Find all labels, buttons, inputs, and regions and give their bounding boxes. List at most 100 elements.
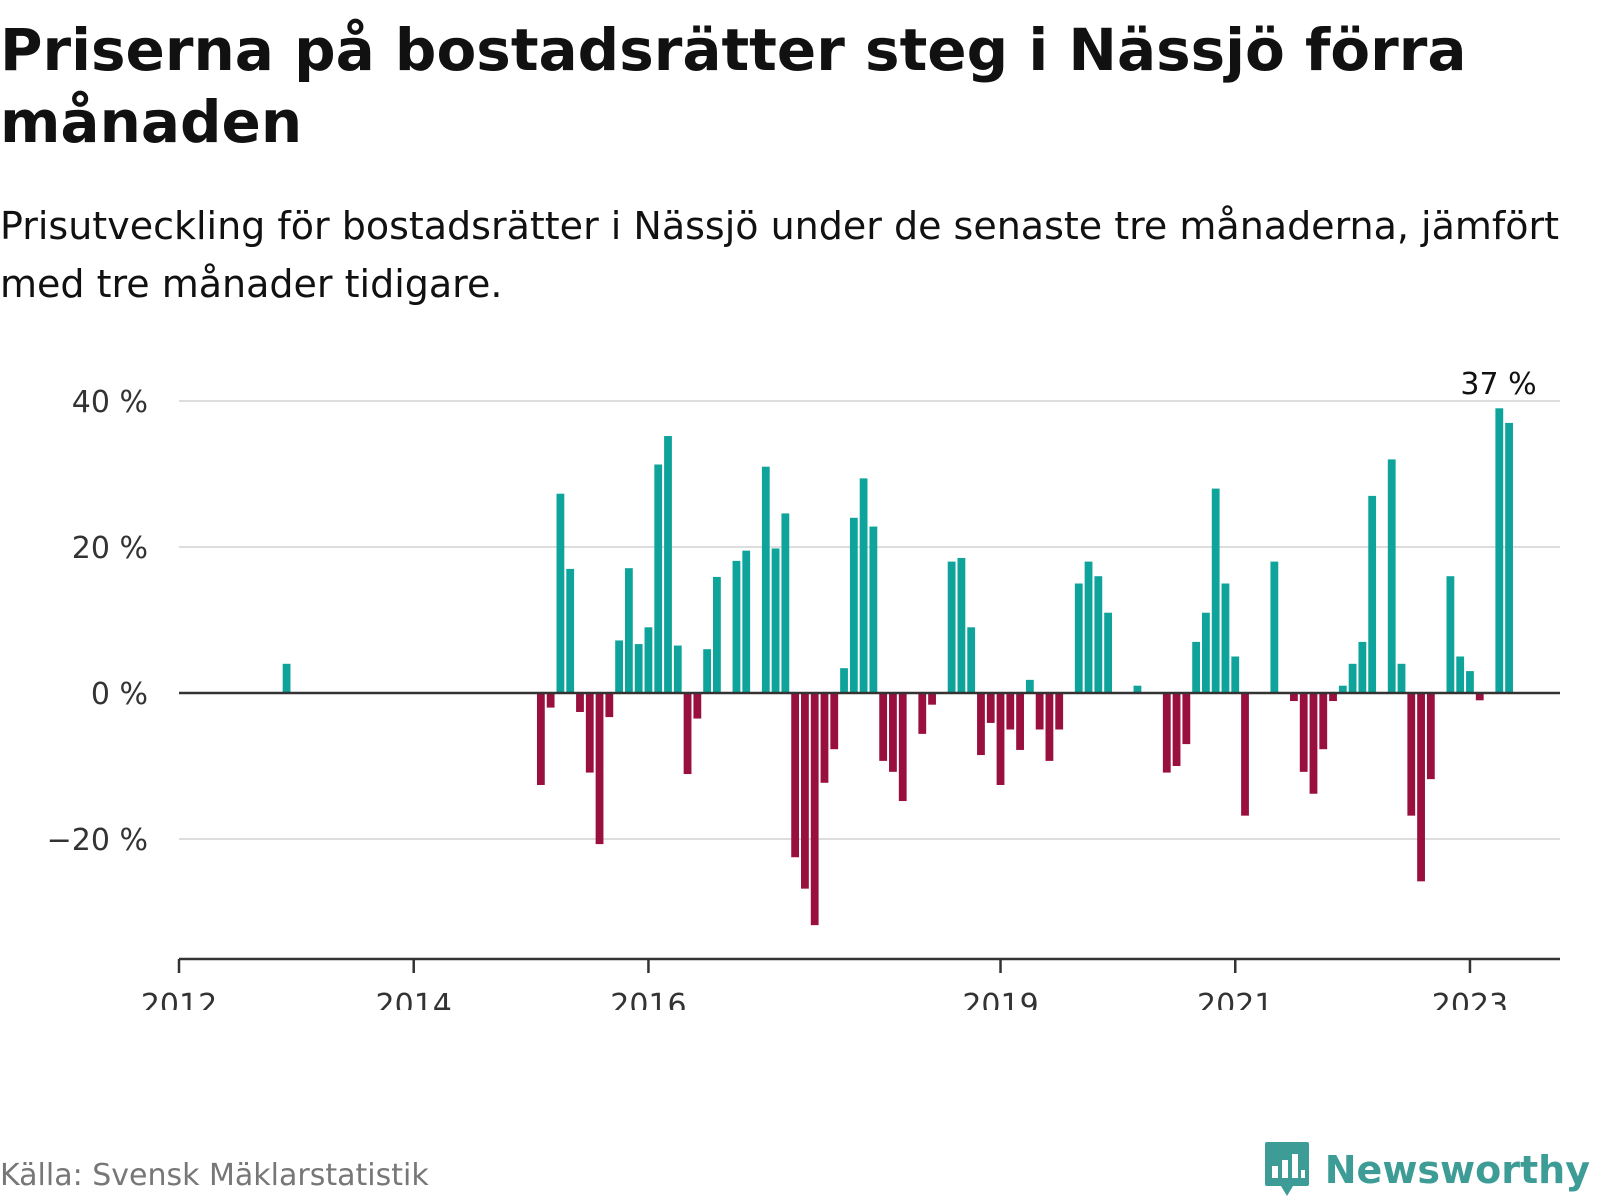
bar xyxy=(1290,693,1298,702)
bar xyxy=(1270,561,1279,693)
bar xyxy=(1211,488,1220,693)
bar-chart-speech-bubble-icon xyxy=(1264,1142,1309,1196)
bar xyxy=(898,693,907,802)
bar xyxy=(947,561,956,693)
bar xyxy=(1329,693,1337,702)
bar xyxy=(644,627,653,693)
bar xyxy=(1104,612,1112,693)
x-tick-label: 2012 xyxy=(141,988,217,1010)
bar xyxy=(1505,422,1513,693)
bar xyxy=(1231,656,1240,693)
bar xyxy=(761,466,770,693)
bar xyxy=(595,693,604,845)
bar xyxy=(1133,685,1142,693)
bar xyxy=(1309,693,1318,794)
bar xyxy=(830,693,839,750)
bar xyxy=(1417,693,1425,882)
bar xyxy=(849,517,858,693)
y-tick-label: −20 % xyxy=(47,823,148,858)
bar xyxy=(879,693,888,761)
brand-name: Newsworthy xyxy=(1324,1148,1590,1192)
bar xyxy=(1074,583,1083,693)
bar xyxy=(1006,693,1015,730)
bar xyxy=(742,550,751,693)
bar xyxy=(615,640,623,693)
source-note: Källa: Svensk Mäklarstatistik xyxy=(0,1158,429,1193)
bar xyxy=(957,557,966,693)
bar xyxy=(605,693,614,718)
bar xyxy=(1221,583,1230,693)
axes xyxy=(177,691,1560,973)
page-subtitle: Prisutveckling för bostadsrätter i Nässj… xyxy=(0,204,1560,306)
bar xyxy=(1387,459,1396,693)
value-annotation: 37 % xyxy=(1460,367,1536,402)
bar xyxy=(1241,693,1249,816)
bar xyxy=(781,513,790,693)
bar xyxy=(1495,408,1504,693)
bar xyxy=(810,693,819,926)
bar xyxy=(869,526,878,693)
bar xyxy=(1426,693,1435,780)
x-tick-label: 2016 xyxy=(610,988,686,1010)
bar xyxy=(859,478,868,693)
bar xyxy=(1172,693,1181,766)
bar xyxy=(664,436,672,693)
bar xyxy=(566,568,575,693)
bar xyxy=(1466,671,1474,693)
bar xyxy=(840,668,848,693)
x-tick-label: 2023 xyxy=(1432,988,1508,1010)
bar xyxy=(1045,693,1054,761)
bar xyxy=(282,663,291,693)
bar xyxy=(889,693,897,772)
bar xyxy=(996,693,1005,785)
bar xyxy=(977,693,985,756)
x-tick-label: 2019 xyxy=(962,988,1038,1010)
bar xyxy=(713,576,721,693)
bar xyxy=(673,645,682,693)
bar xyxy=(1397,663,1406,693)
bar xyxy=(703,649,712,693)
bar xyxy=(1016,693,1024,750)
bar xyxy=(771,548,780,693)
page-title: Priserna på bostadsrätter steg i Nässjö … xyxy=(0,16,1467,156)
bar xyxy=(1348,663,1357,693)
bar xyxy=(967,627,976,693)
bar xyxy=(654,464,663,693)
bar xyxy=(1456,656,1465,693)
bar-chart: 40 % 20 % 0 % −20 % 2012 2014 2016 2019 2021 2023… xyxy=(47,367,1560,1010)
x-tick-label: 2021 xyxy=(1197,988,1273,1010)
bar xyxy=(918,693,927,734)
bar xyxy=(634,644,643,693)
y-tick-label: 20 % xyxy=(72,531,148,566)
bar xyxy=(986,693,995,723)
bar xyxy=(1338,685,1347,693)
bar xyxy=(693,693,702,719)
newsworthy-logo[interactable]: Newsworthy xyxy=(1263,1140,1590,1200)
bar xyxy=(585,693,594,773)
bar xyxy=(1319,693,1328,750)
bar xyxy=(1094,576,1103,693)
bar xyxy=(1055,693,1064,730)
bar xyxy=(624,568,633,693)
bars xyxy=(282,408,1513,926)
y-tick-label: 0 % xyxy=(91,677,148,712)
bar xyxy=(928,693,936,705)
bar xyxy=(1358,641,1367,693)
bar xyxy=(791,693,800,858)
bar xyxy=(1192,641,1201,693)
bar xyxy=(1446,576,1455,693)
bar xyxy=(1035,693,1044,730)
bar xyxy=(1475,693,1484,701)
bar xyxy=(1084,561,1093,693)
bar xyxy=(1025,679,1034,693)
bar xyxy=(1202,612,1210,693)
bar xyxy=(1162,693,1171,773)
x-tick-label: 2014 xyxy=(376,988,452,1010)
labels: 40 % 20 % 0 % −20 % 2012 2014 2016 2019 2021 2023… xyxy=(47,367,1537,1010)
bar xyxy=(1407,693,1416,816)
bar xyxy=(801,693,809,889)
bar xyxy=(576,693,584,712)
bar xyxy=(1182,693,1191,745)
bar xyxy=(732,560,741,693)
bar xyxy=(556,493,565,693)
